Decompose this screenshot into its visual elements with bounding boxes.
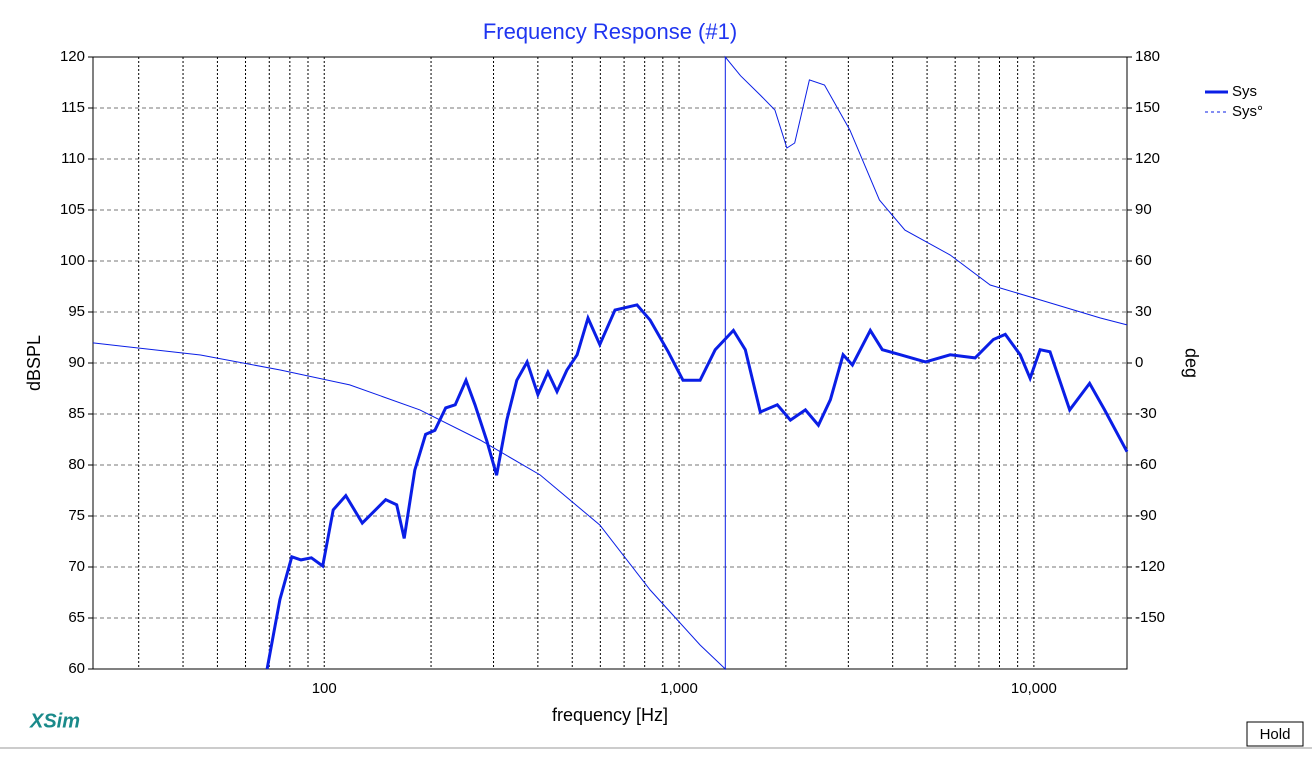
y-tick-label: 110 (61, 150, 85, 167)
y2-tick-label: 90 (1135, 201, 1152, 218)
y2-axis-label: deg (1181, 348, 1201, 378)
y-axis-label: dBSPL (24, 335, 44, 391)
y-tick-label: 115 (61, 99, 85, 116)
y-tick-label: 70 (68, 558, 85, 575)
y-tick-label: 75 (68, 507, 85, 524)
y-tick-label: 95 (68, 303, 85, 320)
plot-frame (92, 56, 1128, 670)
legend-label: Sys° (1232, 103, 1263, 120)
y-tick-label: 85 (68, 405, 85, 422)
x-axis-label: frequency [Hz] (552, 705, 668, 725)
x-tick-label: 10,000 (1011, 680, 1057, 697)
y-tick-label: 90 (68, 354, 85, 371)
series-line (265, 303, 1129, 670)
y2-tick-label: -90 (1135, 507, 1157, 524)
x-tick-label: 1,000 (660, 680, 698, 697)
y2-tick-label: -120 (1135, 558, 1165, 575)
y2-tick-label: 120 (1135, 150, 1160, 167)
y2-tick-label: 60 (1135, 252, 1152, 269)
y-tick-label: 100 (60, 252, 85, 269)
y2-tick-label: -60 (1135, 456, 1157, 473)
hold-button[interactable]: Hold (1246, 721, 1304, 747)
y-tick-label: 80 (68, 456, 85, 473)
y2-tick-label: 0 (1135, 354, 1143, 371)
brand: XSim (29, 710, 80, 732)
x-tick-label: 100 (312, 680, 337, 697)
series-line (92, 55, 1128, 671)
y2-tick-label: 150 (1135, 99, 1160, 116)
button-label[interactable]: Hold (1260, 726, 1291, 743)
legend-label: Sys (1232, 83, 1257, 100)
y2-tick-label: 30 (1135, 303, 1152, 320)
chart-title: Frequency Response (#1) (483, 19, 737, 44)
y-tick-label: 65 (68, 609, 85, 626)
y2-tick-label: 180 (1135, 48, 1160, 65)
button-frame[interactable] (1246, 721, 1304, 747)
y-tick-label: 120 (60, 48, 85, 65)
y-tick-label: 105 (60, 201, 85, 218)
y-tick-label: 60 (68, 660, 85, 677)
y2-tick-label: -150 (1135, 609, 1165, 626)
y2-tick-label: -30 (1135, 405, 1157, 422)
